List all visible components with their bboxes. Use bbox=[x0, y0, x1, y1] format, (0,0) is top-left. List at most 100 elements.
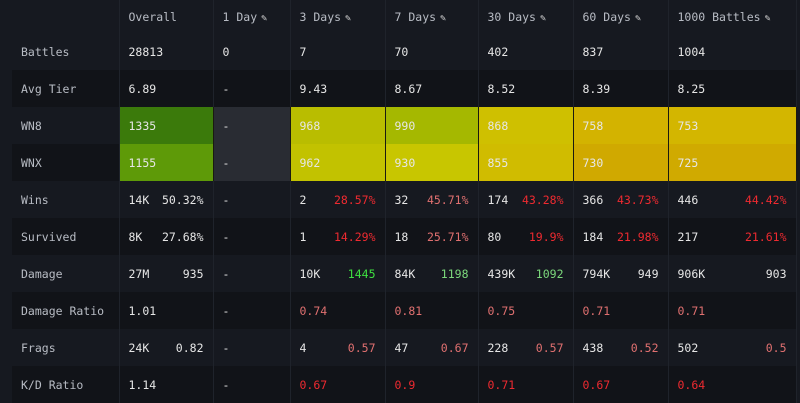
stat-value: 1.14 bbox=[128, 377, 157, 392]
row-battles: Battles 28813 0 7 70 402 837 1004 bbox=[12, 33, 797, 70]
stat-cell: 0 bbox=[213, 33, 291, 70]
stat-value: 725 bbox=[677, 155, 699, 170]
stat-cell: 14K 50.32% bbox=[119, 181, 214, 218]
stat-cell: 402 bbox=[478, 33, 574, 70]
stat-cell: 837 bbox=[573, 33, 669, 70]
column-label: 7 Days bbox=[394, 9, 437, 24]
stat-cell: 1 14.29% bbox=[290, 218, 386, 255]
stat-value: 14K bbox=[128, 192, 150, 207]
stat-cell: 1335 bbox=[119, 107, 214, 144]
stat-value: 10K bbox=[299, 266, 321, 281]
stat-cell: 438 0.52 bbox=[573, 329, 669, 366]
stat-cell: 0.71 bbox=[668, 292, 797, 329]
stat-value: - bbox=[222, 118, 230, 133]
stat-value: 1.01 bbox=[128, 303, 157, 318]
stat-cell: 84K 1198 bbox=[385, 255, 479, 292]
stat-value: 753 bbox=[677, 118, 699, 133]
stat-value: 0.9 bbox=[394, 377, 416, 392]
stat-value: 0 bbox=[222, 44, 230, 59]
stats-table: Overall 1 Day ✎ 3 Days ✎ 7 Days ✎ 30 Days ✎ 60 Da… bbox=[12, 0, 797, 403]
pencil-icon[interactable]: ✎ bbox=[345, 12, 352, 24]
stat-value: 439K bbox=[487, 266, 516, 281]
pencil-icon[interactable]: ✎ bbox=[440, 12, 447, 24]
stat-secondary: 0.5 bbox=[765, 340, 787, 355]
row-label: Survived bbox=[12, 218, 120, 255]
stat-cell: 725 bbox=[668, 144, 797, 181]
stat-value: 962 bbox=[299, 155, 321, 170]
stat-value: 0.74 bbox=[299, 303, 328, 318]
stat-cell: 990 bbox=[385, 107, 479, 144]
stat-value: 837 bbox=[582, 44, 604, 59]
row-label: WN8 bbox=[12, 107, 120, 144]
stat-cell: 8.25 bbox=[668, 70, 797, 107]
row-label: WNX bbox=[12, 144, 120, 181]
stat-value: - bbox=[222, 192, 230, 207]
stat-value: 28813 bbox=[128, 44, 164, 59]
stat-value: 0.81 bbox=[394, 303, 423, 318]
stat-secondary: 949 bbox=[637, 266, 659, 281]
row-survived: Survived 8K 27.68% - 1 14.29% 18 25.71% 80 19.9% 1… bbox=[12, 218, 797, 255]
stat-cell: 7 bbox=[290, 33, 386, 70]
row-wn8: WN8 1335 - 968 990 868 758 753 bbox=[12, 107, 797, 144]
stat-cell: 446 44.42% bbox=[668, 181, 797, 218]
stat-value: 8.52 bbox=[487, 81, 516, 96]
row-damage: Damage 27M 935 - 10K 1445 84K 1198 439K 1092 794K 9… bbox=[12, 255, 797, 292]
stat-cell: - bbox=[213, 292, 291, 329]
stat-cell: 868 bbox=[478, 107, 574, 144]
stat-value: 855 bbox=[487, 155, 509, 170]
stat-secondary: 1198 bbox=[440, 266, 469, 281]
stat-value: 6.89 bbox=[128, 81, 157, 96]
stat-value: - bbox=[222, 377, 230, 392]
stat-value: 2 bbox=[299, 192, 307, 207]
stat-cell: - bbox=[213, 366, 291, 403]
stat-cell: 10K 1445 bbox=[290, 255, 386, 292]
stat-cell: 0.67 bbox=[290, 366, 386, 403]
stat-secondary: 0.82 bbox=[175, 340, 204, 355]
stat-value: - bbox=[222, 229, 230, 244]
stat-value: - bbox=[222, 81, 230, 96]
stat-value: - bbox=[222, 266, 230, 281]
stat-value: 1004 bbox=[677, 44, 706, 59]
row-label: K/D Ratio bbox=[12, 366, 120, 403]
stat-cell: 0.75 bbox=[478, 292, 574, 329]
stat-cell: 0.64 bbox=[668, 366, 797, 403]
stat-secondary: 28.57% bbox=[333, 192, 376, 207]
stat-secondary: 935 bbox=[182, 266, 204, 281]
stat-value: 0.71 bbox=[582, 303, 611, 318]
stat-secondary: 43.28% bbox=[521, 192, 564, 207]
row-label: Damage Ratio bbox=[12, 292, 120, 329]
header-empty bbox=[12, 0, 120, 33]
stat-value: 1 bbox=[299, 229, 307, 244]
row-label: Frags bbox=[12, 329, 120, 366]
pencil-icon[interactable]: ✎ bbox=[261, 12, 268, 24]
stat-secondary: 27.68% bbox=[161, 229, 204, 244]
stat-secondary: 19.9% bbox=[528, 229, 564, 244]
stat-value: 402 bbox=[487, 44, 509, 59]
stat-secondary: 25.71% bbox=[426, 229, 469, 244]
stat-cell: 8K 27.68% bbox=[119, 218, 214, 255]
stat-value: 47 bbox=[394, 340, 409, 355]
pencil-icon[interactable]: ✎ bbox=[764, 12, 771, 24]
stat-value: - bbox=[222, 155, 230, 170]
stat-cell: 906K 903 bbox=[668, 255, 797, 292]
stat-value: 80 bbox=[487, 229, 502, 244]
column-header-1000-battles: 1000 Battles ✎ bbox=[668, 0, 797, 33]
stat-value: 217 bbox=[677, 229, 699, 244]
stat-cell: 18 25.71% bbox=[385, 218, 479, 255]
stat-value: 968 bbox=[299, 118, 321, 133]
stat-value: 184 bbox=[582, 229, 604, 244]
stat-value: 0.75 bbox=[487, 303, 516, 318]
stat-value: 27M bbox=[128, 266, 150, 281]
stat-cell: 228 0.57 bbox=[478, 329, 574, 366]
pencil-icon[interactable]: ✎ bbox=[634, 12, 641, 24]
stat-cell: 8.52 bbox=[478, 70, 574, 107]
stat-value: 446 bbox=[677, 192, 699, 207]
stat-cell: 27M 935 bbox=[119, 255, 214, 292]
pencil-icon[interactable]: ✎ bbox=[539, 12, 546, 24]
stat-value: 18 bbox=[394, 229, 409, 244]
stat-cell: 2 28.57% bbox=[290, 181, 386, 218]
column-header-3-days: 3 Days ✎ bbox=[290, 0, 386, 33]
stat-cell: 0.81 bbox=[385, 292, 479, 329]
stat-value: 24K bbox=[128, 340, 150, 355]
stat-value: 228 bbox=[487, 340, 509, 355]
